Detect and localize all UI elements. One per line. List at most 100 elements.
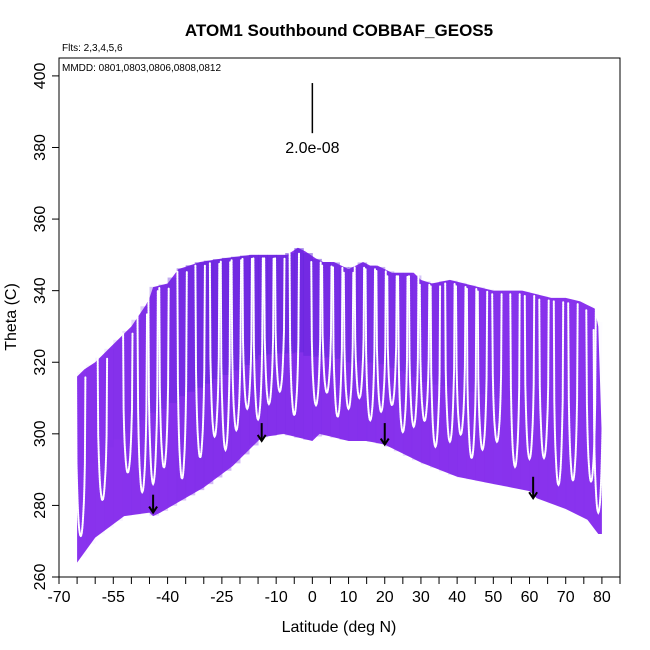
curtain-column	[303, 355, 313, 440]
curtain-column	[158, 284, 169, 410]
arrow-head	[528, 491, 538, 501]
x-axis-label: Latitude (deg N)	[282, 619, 397, 636]
curtain-column	[249, 359, 259, 446]
flight-profile	[567, 302, 579, 483]
curtain-column	[429, 384, 440, 468]
curtain-column	[239, 364, 250, 455]
flight-profile	[274, 257, 286, 394]
curtain-column	[420, 281, 431, 382]
x-tick-label: 30	[412, 589, 430, 606]
flight-profile	[552, 300, 565, 487]
curtain-column	[493, 290, 503, 398]
flight-profile	[288, 252, 300, 417]
flight-profile	[321, 264, 333, 395]
curtain-column	[258, 355, 268, 438]
curtain-column	[402, 373, 413, 456]
curtain-column	[538, 295, 549, 409]
curtain-column	[511, 399, 521, 489]
x-tick-label: 40	[448, 589, 466, 606]
curtain-column	[185, 265, 196, 392]
flight-profile	[122, 332, 134, 475]
x-tick-label: -55	[102, 589, 125, 606]
flight-profile	[465, 287, 478, 461]
curtain-column	[86, 463, 96, 543]
curtain-shading	[86, 248, 594, 543]
curtain-column	[122, 330, 132, 433]
x-tick-label: 10	[340, 589, 358, 606]
curtain-column	[104, 348, 114, 448]
flight-profile	[230, 259, 243, 433]
y-tick-label: 320	[32, 349, 49, 376]
flight-profile	[252, 257, 264, 422]
curtain-column	[448, 280, 458, 388]
curtain-column	[439, 281, 449, 386]
curtain-column	[466, 391, 476, 480]
x-tick-label: -70	[47, 589, 70, 606]
x-tick-label: 50	[484, 589, 502, 606]
curtain-column	[131, 426, 141, 515]
curtain-column	[357, 262, 368, 361]
flight-profile	[342, 271, 355, 411]
y-tick-label: 300	[32, 420, 49, 447]
curtain-column	[104, 447, 114, 528]
flight-profile	[194, 264, 206, 460]
curtain-column	[366, 362, 377, 442]
curtain-column	[375, 266, 386, 365]
curtain-column	[131, 319, 141, 427]
curtain-column	[230, 256, 241, 371]
curtain-column	[194, 387, 205, 491]
flights-note: Flts: 2,3,4,5,6	[62, 43, 123, 54]
curtain-column	[140, 306, 150, 421]
flight-profile	[158, 287, 170, 470]
chart-title: ATOM1 Southbound COBBAF_GEOS5	[185, 21, 493, 40]
curtain-column	[167, 403, 178, 506]
flight-profile	[219, 260, 232, 453]
curtain-column	[122, 432, 132, 516]
axes: 2.0e-08 -70 -55 -40 -25 -10 0 10 20 30 40 50 60 70 80 2…	[32, 62, 621, 606]
curtain-column	[484, 289, 494, 396]
curtain-column	[502, 290, 512, 399]
x-tick-label: -10	[265, 589, 288, 606]
flight-profile	[491, 293, 503, 444]
flight-profile	[418, 283, 431, 423]
y-tick-label: 360	[32, 206, 49, 233]
flight-profile	[241, 257, 253, 411]
curtain-column	[294, 352, 304, 438]
flight-profiles	[75, 252, 604, 539]
curtain-column	[230, 370, 241, 464]
curtain-column	[339, 362, 350, 440]
y-tick-label: 280	[32, 492, 49, 519]
curtain-column	[95, 357, 105, 455]
x-tick-label: -25	[210, 589, 233, 606]
y-tick-label: 260	[32, 564, 49, 591]
curtain-column	[194, 262, 205, 388]
curtain-column	[484, 395, 494, 484]
flight-profile	[523, 295, 536, 461]
curtain-column	[267, 254, 277, 355]
curtain-column	[357, 360, 368, 441]
flight-profile	[444, 282, 456, 444]
curtain-column	[167, 277, 178, 404]
flight-profile	[147, 289, 159, 487]
flight-profile	[375, 270, 387, 414]
arrow-head	[379, 438, 390, 447]
flight-profile	[509, 293, 521, 469]
plot-area	[75, 247, 604, 563]
curtain-column	[511, 290, 521, 400]
curtain-column	[239, 255, 250, 365]
curtain-column	[393, 370, 404, 452]
curtain-column	[420, 381, 431, 465]
curtain-column	[466, 285, 476, 392]
curtain-column	[384, 271, 395, 368]
flight-profile	[332, 266, 344, 419]
arrows	[148, 423, 538, 515]
curtain-column	[321, 262, 331, 358]
curtain-column	[584, 305, 594, 424]
flight-profile	[364, 268, 376, 422]
curtain-column	[149, 286, 160, 413]
flight-profile	[408, 275, 420, 429]
curtain-column	[86, 365, 96, 464]
flight-profile	[208, 262, 221, 439]
flight-profile	[176, 270, 188, 481]
